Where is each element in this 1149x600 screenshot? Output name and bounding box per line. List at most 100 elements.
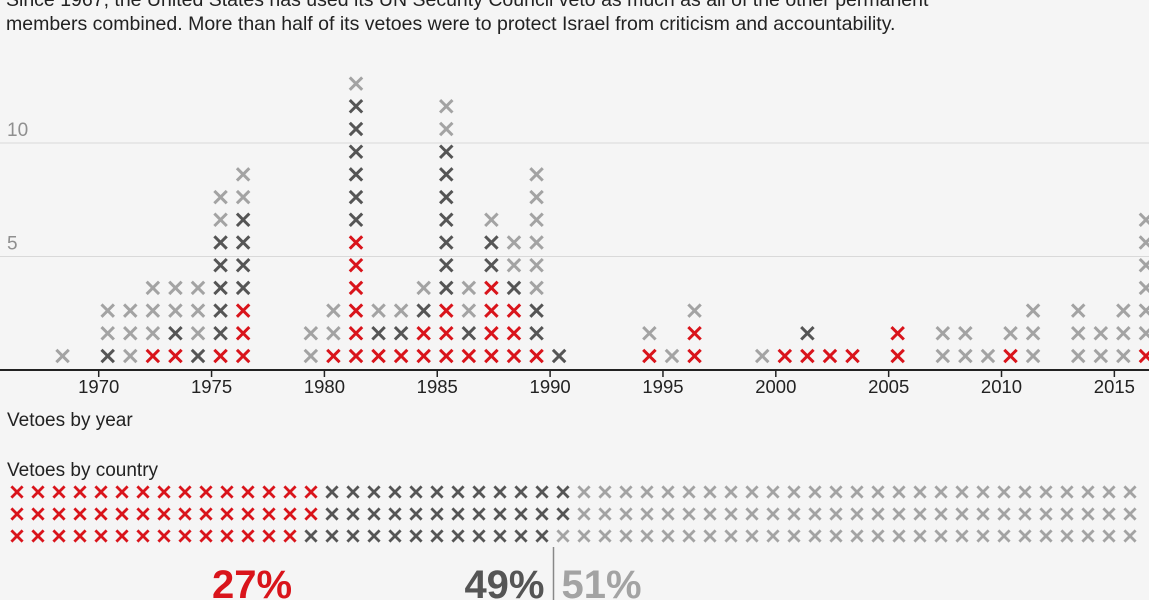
y-tick-label: 10 bbox=[7, 120, 28, 141]
veto-mark bbox=[766, 507, 780, 521]
veto-mark bbox=[484, 212, 499, 228]
veto-mark bbox=[213, 326, 228, 341]
veto-mark bbox=[388, 529, 402, 543]
veto-mark bbox=[892, 485, 906, 499]
veto-mark bbox=[326, 326, 341, 341]
us-israel-share-label: 27% bbox=[212, 563, 292, 600]
veto-mark bbox=[346, 529, 360, 543]
veto-mark bbox=[1138, 212, 1149, 228]
veto-mark bbox=[958, 348, 973, 364]
x-tick-label: 1970 bbox=[78, 376, 119, 397]
veto-mark bbox=[976, 529, 990, 543]
country-chart-title: Vetoes by country bbox=[7, 460, 159, 481]
veto-mark bbox=[235, 257, 251, 273]
veto-mark bbox=[506, 257, 522, 273]
veto-mark bbox=[190, 303, 206, 318]
veto-mark bbox=[157, 529, 171, 543]
veto-mark bbox=[1025, 303, 1041, 318]
veto-mark bbox=[687, 303, 702, 318]
veto-mark bbox=[640, 529, 654, 543]
veto-mark bbox=[409, 529, 423, 543]
x-tick-label: 1995 bbox=[642, 376, 683, 397]
veto-mark bbox=[913, 529, 927, 543]
veto-mark bbox=[529, 212, 544, 228]
veto-mark bbox=[642, 326, 657, 341]
veto-mark bbox=[1123, 507, 1137, 521]
veto-mark bbox=[1123, 485, 1137, 499]
veto-mark bbox=[997, 485, 1011, 499]
veto-mark bbox=[913, 507, 927, 521]
veto-mark bbox=[430, 529, 444, 543]
veto-mark bbox=[100, 326, 115, 341]
veto-mark bbox=[438, 280, 454, 296]
veto-mark bbox=[178, 529, 192, 543]
veto-mark bbox=[745, 507, 759, 521]
veto-mark bbox=[388, 485, 402, 499]
veto-mark bbox=[235, 303, 251, 318]
veto-mark bbox=[262, 485, 276, 499]
veto-mark bbox=[220, 529, 234, 543]
veto-mark bbox=[235, 167, 251, 182]
veto-mark bbox=[619, 507, 633, 521]
veto-mark bbox=[348, 76, 364, 91]
veto-mark bbox=[1138, 326, 1149, 341]
veto-mark bbox=[430, 485, 444, 499]
veto-mark bbox=[10, 529, 24, 543]
veto-mark bbox=[1039, 485, 1053, 499]
veto-mark bbox=[1070, 303, 1086, 318]
veto-mark bbox=[1060, 507, 1074, 521]
veto-mark bbox=[754, 348, 770, 364]
veto-mark bbox=[997, 529, 1011, 543]
veto-mark bbox=[619, 529, 633, 543]
veto-mark bbox=[1070, 348, 1086, 364]
veto-mark bbox=[262, 529, 276, 543]
veto-mark bbox=[871, 485, 885, 499]
veto-mark bbox=[73, 507, 87, 521]
veto-mark bbox=[438, 326, 454, 341]
veto-mark bbox=[935, 326, 951, 341]
veto-mark bbox=[367, 485, 381, 499]
intro-line-1: Since 1967, the United States has used i… bbox=[6, 0, 929, 11]
veto-mark bbox=[1070, 326, 1086, 341]
veto-mark bbox=[94, 485, 108, 499]
veto-mark bbox=[556, 485, 570, 499]
veto-mark bbox=[892, 529, 906, 543]
veto-mark bbox=[850, 485, 864, 499]
veto-mark bbox=[890, 326, 905, 341]
veto-mark bbox=[348, 348, 364, 364]
veto-mark bbox=[145, 348, 161, 364]
veto-mark bbox=[529, 326, 544, 341]
veto-mark bbox=[976, 485, 990, 499]
veto-mark bbox=[283, 485, 297, 499]
veto-mark bbox=[115, 485, 129, 499]
veto-mark bbox=[514, 529, 528, 543]
veto-mark bbox=[1003, 348, 1018, 364]
veto-mark bbox=[115, 529, 129, 543]
veto-mark bbox=[100, 348, 115, 364]
veto-mark bbox=[190, 280, 206, 296]
veto-mark bbox=[1018, 529, 1032, 543]
vetoes-by-year-chart: 5 10 1970 1975 1980 1985 1990 1995 2000 2005 2010 2… bbox=[0, 76, 1149, 431]
veto-mark bbox=[136, 485, 150, 499]
veto-mark bbox=[438, 257, 454, 273]
veto-mark bbox=[393, 326, 409, 341]
x-tick-label: 2010 bbox=[981, 376, 1022, 397]
veto-mark bbox=[393, 348, 409, 364]
veto-mark bbox=[529, 303, 544, 318]
veto-mark bbox=[388, 507, 402, 521]
veto-mark bbox=[1102, 507, 1116, 521]
veto-mark bbox=[416, 280, 431, 296]
intro-text: Since 1967, the United States has used i… bbox=[6, 0, 1146, 36]
veto-mark bbox=[438, 348, 454, 364]
veto-mark bbox=[136, 529, 150, 543]
veto-mark bbox=[304, 485, 318, 499]
veto-mark bbox=[682, 507, 696, 521]
veto-mark bbox=[934, 485, 948, 499]
veto-mark bbox=[551, 348, 567, 364]
veto-mark bbox=[10, 507, 24, 521]
veto-mark bbox=[506, 348, 522, 364]
veto-mark bbox=[303, 348, 319, 364]
veto-mark bbox=[438, 121, 454, 137]
veto-mark bbox=[1116, 326, 1131, 341]
